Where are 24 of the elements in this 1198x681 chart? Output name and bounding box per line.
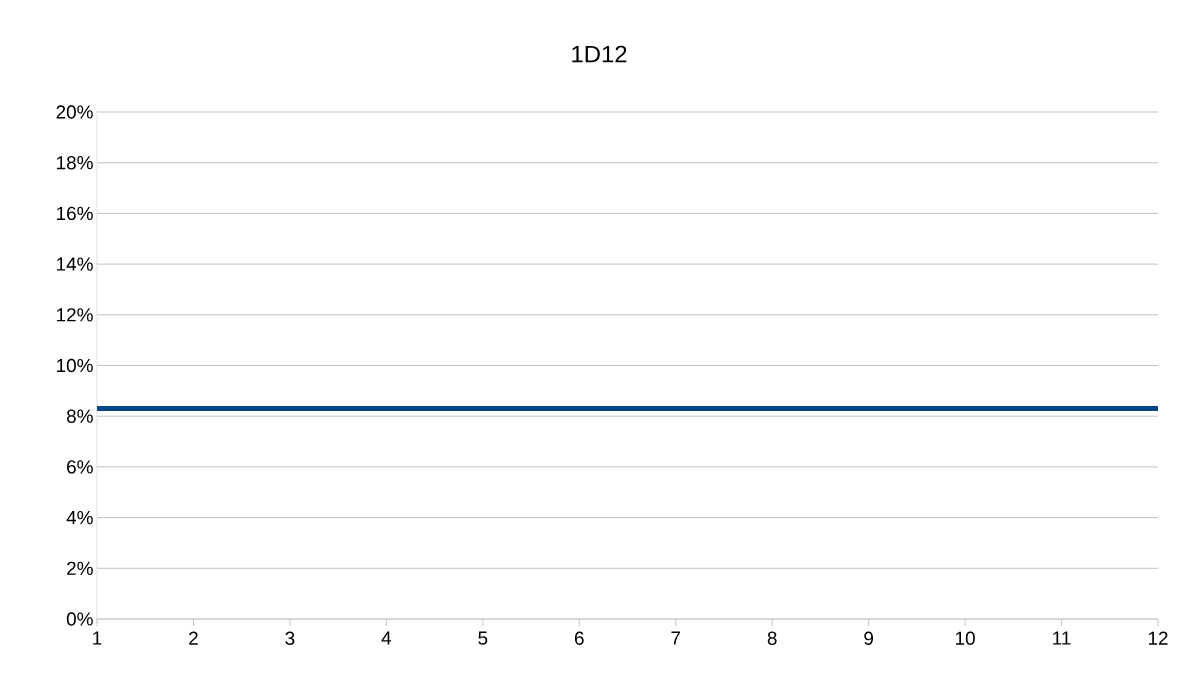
y-tick-label: 14% xyxy=(57,257,93,271)
x-tick-label: 8 xyxy=(767,631,777,645)
y-tick-label: 6% xyxy=(67,460,93,474)
y-tick-label: 8% xyxy=(66,409,93,423)
y-tick-label: 16% xyxy=(57,206,93,221)
y-tick-label: 0% xyxy=(66,612,93,626)
x-tick-label: 2 xyxy=(189,631,198,645)
x-tick-label: 10 xyxy=(956,631,975,645)
y-tick-label: 4% xyxy=(66,510,93,525)
x-tick-label: 1 xyxy=(93,631,102,645)
x-tick-label: 9 xyxy=(864,631,873,645)
x-tick-label: 5 xyxy=(478,631,488,645)
x-tick-label: 3 xyxy=(285,631,295,645)
y-tick-label: 12% xyxy=(57,308,93,322)
x-tick-label: 12 xyxy=(1148,631,1168,645)
x-tick-label: 11 xyxy=(1053,631,1071,645)
y-tick-label: 10% xyxy=(57,358,93,373)
x-tick-label: 4 xyxy=(381,631,392,645)
y-tick-label: 2% xyxy=(67,561,93,575)
y-tick-label: 18% xyxy=(57,155,93,170)
x-tick-label: 7 xyxy=(671,631,681,645)
chart-title: 1D12 xyxy=(572,45,627,63)
y-tick-label: 20% xyxy=(56,105,93,119)
x-tick-label: 6 xyxy=(574,631,584,645)
